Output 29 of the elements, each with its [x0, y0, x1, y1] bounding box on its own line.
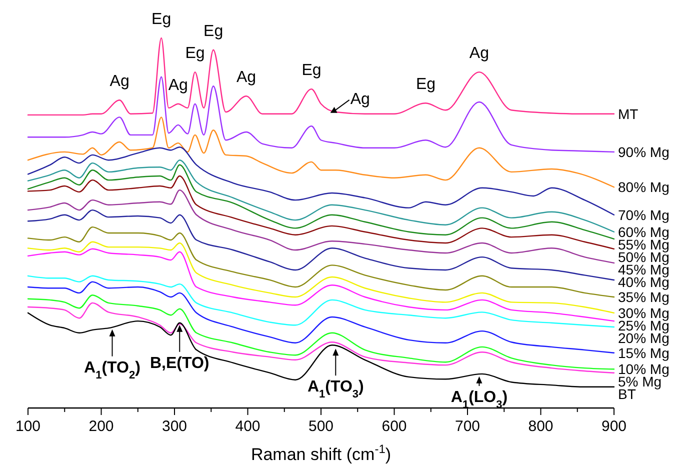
- x-tick-label: 700: [454, 418, 480, 435]
- series-label: 35% Mg: [618, 289, 670, 305]
- annotation: Ag: [236, 69, 256, 86]
- series-label: 70% Mg: [618, 206, 670, 223]
- annotation: Eg: [152, 11, 172, 28]
- x-tick-label: 600: [382, 418, 407, 435]
- series-label: 15% Mg: [618, 344, 670, 361]
- x-tick-label: 800: [528, 418, 554, 435]
- annotation: Ag: [469, 45, 490, 62]
- x-tick-label: 100: [15, 418, 41, 435]
- x-tick-label: 900: [601, 418, 627, 435]
- annotation: Eg: [416, 76, 436, 94]
- annotation: Ag: [110, 73, 130, 90]
- annotation: A$_{1}$(TO$_{2}$): [84, 359, 140, 382]
- series-label: 90% Mg: [618, 144, 670, 160]
- x-tick-label: 500: [308, 418, 334, 435]
- series-label: 80% Mg: [618, 179, 670, 196]
- annotation: Eg: [204, 22, 224, 40]
- annotation: Ag: [168, 76, 188, 94]
- x-tick-label: 300: [162, 418, 188, 435]
- annotation: Eg: [302, 62, 322, 80]
- series-label: MT: [618, 106, 639, 122]
- x-tick-label: 200: [88, 418, 114, 435]
- annotation: Ag: [350, 90, 370, 108]
- annotation: A$_{1}$(TO$_{3}$): [307, 378, 364, 401]
- x-tick-label: 400: [235, 418, 260, 435]
- annotation: B,E(TO): [150, 354, 210, 372]
- annotation: Eg: [185, 45, 205, 62]
- x-axis-title: Raman shift (cm$^{-1}$): [250, 442, 392, 464]
